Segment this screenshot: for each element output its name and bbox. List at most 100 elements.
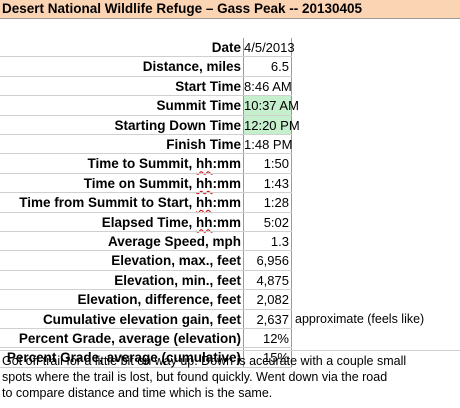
row-label: Time on Summit,	[83, 175, 196, 191]
table-row: Cumulative elevation gain, feet 2,637 appr…	[0, 309, 460, 329]
table-row: Elevation, min., feet 4,875	[0, 270, 460, 290]
row-value-cell[interactable]: 6.5	[244, 57, 292, 77]
table-row: Start Time 8:46 AM	[0, 76, 460, 96]
grid-line	[0, 250, 292, 252]
row-label-cell[interactable]: Time from Summit to Start, hh:mm	[0, 193, 244, 213]
row-value-cell[interactable]: 4/5/2013	[244, 38, 295, 57]
grid-line	[0, 114, 292, 116]
row-label-cell[interactable]: Time on Summit, hh:mm	[0, 173, 244, 193]
row-label: Starting Down Time	[114, 117, 241, 133]
row-label: Date	[211, 40, 241, 55]
row-label-cell[interactable]: Starting Down Time	[0, 115, 244, 135]
row-label: Elevation, difference, feet	[77, 292, 241, 308]
grid-line	[0, 347, 292, 349]
row-value-cell[interactable]: 2,637	[244, 309, 292, 329]
row-value-cell[interactable]: 1:43	[244, 173, 292, 193]
grid-line	[0, 153, 292, 155]
row-label: Percent Grade, average (elevation)	[18, 331, 241, 346]
row-value-cell[interactable]: 8:46 AM	[244, 76, 292, 96]
table-row: Elevation, max., feet 6,956	[0, 251, 460, 271]
row-label: Elapsed Time,	[101, 214, 196, 230]
note-line: spots where the trail is lost, but found…	[2, 370, 388, 384]
row-label: Time from Summit to Start,	[19, 195, 196, 211]
row-value-cell[interactable]: 1:50	[244, 154, 292, 174]
spellcheck-word: hh	[195, 195, 213, 211]
row-label: Summit Time	[156, 98, 241, 114]
table-row: Distance, miles 6.5	[0, 57, 460, 77]
row-label: Finish Time	[166, 137, 241, 152]
grid-line	[0, 269, 292, 271]
spellcheck-word: hh	[195, 156, 213, 172]
table-row: Time from Summit to Start, hh:mm 1:28	[0, 193, 460, 213]
grid-line	[0, 289, 292, 291]
row-label-tail: :mm	[212, 214, 241, 230]
row-label: Elevation, max., feet	[111, 253, 241, 269]
table-row: Finish Time 1:48 PM	[0, 135, 460, 154]
row-label-cell[interactable]: Average Speed, mph	[0, 232, 244, 251]
row-note-cell[interactable]: approximate (feels like)	[295, 311, 425, 326]
row-value-cell[interactable]: 6,956	[244, 251, 292, 271]
row-label-tail: :mm	[212, 156, 241, 172]
table-row: Date 4/5/2013	[0, 38, 460, 57]
note-line: Got off trail for a little bit on way up…	[2, 354, 407, 368]
row-label-cell[interactable]: Elevation, max., feet	[0, 251, 244, 271]
row-value-cell[interactable]: 5:02	[244, 212, 292, 232]
row-label: Distance, miles	[142, 59, 241, 75]
row-value-cell[interactable]: 12:20 PM	[244, 115, 300, 135]
row-label-cell[interactable]: Elevation, min., feet	[0, 270, 244, 290]
grid-line	[0, 192, 292, 194]
grid-line	[0, 95, 292, 97]
grid-line	[0, 328, 292, 329]
table-row: Percent Grade, average (cumulative) 15%	[0, 348, 460, 368]
notes-cell[interactable]: Got off trail for a little bit on way up…	[0, 350, 460, 408]
row-value-cell[interactable]: 4,875	[244, 270, 292, 290]
table-row: Elevation, difference, feet 2,082	[0, 290, 460, 310]
grid-line	[0, 211, 292, 213]
row-value-cell[interactable]: 10:37 AM	[244, 96, 299, 116]
row-label-tail: :mm	[212, 195, 241, 211]
row-label-tail: :mm	[212, 175, 241, 191]
table-row: Average Speed, mph 1.3	[0, 232, 460, 251]
table-row: Starting Down Time 12:20 PM	[0, 115, 460, 135]
row-label: Average Speed, mph	[107, 234, 241, 249]
grid-line	[0, 172, 292, 174]
row-label: Elevation, min., feet	[114, 272, 241, 288]
table-row: Summit Time 10:37 AM	[0, 96, 460, 116]
row-value-cell[interactable]: 1.3	[244, 232, 292, 251]
grid-line	[0, 134, 292, 135]
spellcheck-word: hh	[195, 175, 213, 191]
row-label-cell[interactable]: Elevation, difference, feet	[0, 290, 244, 310]
spellcheck-word: hh	[195, 214, 213, 230]
row-label-cell[interactable]: Start Time	[0, 76, 244, 96]
row-value-cell[interactable]: 12%	[244, 329, 292, 348]
row-label: Time to Summit,	[87, 156, 196, 172]
row-label-cell[interactable]: Time to Summit, hh:mm	[0, 154, 244, 174]
row-label-cell[interactable]: Date	[0, 38, 244, 57]
grid-line	[0, 75, 292, 77]
row-label-cell[interactable]: Summit Time	[0, 96, 244, 116]
row-value-cell[interactable]: 1:48 PM	[244, 135, 293, 154]
row-label-cell[interactable]: Finish Time	[0, 135, 244, 154]
grid-line	[0, 366, 292, 368]
row-value-cell[interactable]: 2,082	[244, 290, 292, 310]
title-cell[interactable]: Desert National Wildlife Refuge – Gass P…	[0, 0, 460, 18]
row-label-cell[interactable]: Cumulative elevation gain, feet	[0, 309, 244, 329]
row-value-cell[interactable]: 15%	[244, 348, 292, 368]
table-row: Time on Summit, hh:mm 1:43	[0, 173, 460, 193]
table-row: Time to Summit, hh:mm 1:50	[0, 154, 460, 174]
row-value-cell[interactable]: 1:28	[244, 193, 292, 213]
title-row: Desert National Wildlife Refuge – Gass P…	[0, 0, 460, 19]
note-line: to compare distance and time which is th…	[2, 386, 273, 400]
row-label-cell[interactable]: Percent Grade, average (elevation)	[0, 329, 244, 348]
row-label-cell[interactable]: Distance, miles	[0, 57, 244, 77]
grid-line	[0, 231, 292, 232]
table-row: Percent Grade, average (elevation) 12%	[0, 329, 460, 348]
row-label-cell[interactable]: Elapsed Time, hh:mm	[0, 212, 244, 232]
row-label-cell[interactable]: Percent Grade, average (cumulative)	[0, 348, 244, 368]
row-label: Percent Grade, average (cumulative)	[6, 350, 241, 366]
row-label: Cumulative elevation gain, feet	[42, 311, 241, 327]
grid-line	[0, 308, 292, 310]
grid-line	[0, 56, 292, 58]
table-row: Elapsed Time, hh:mm 5:02	[0, 212, 460, 232]
